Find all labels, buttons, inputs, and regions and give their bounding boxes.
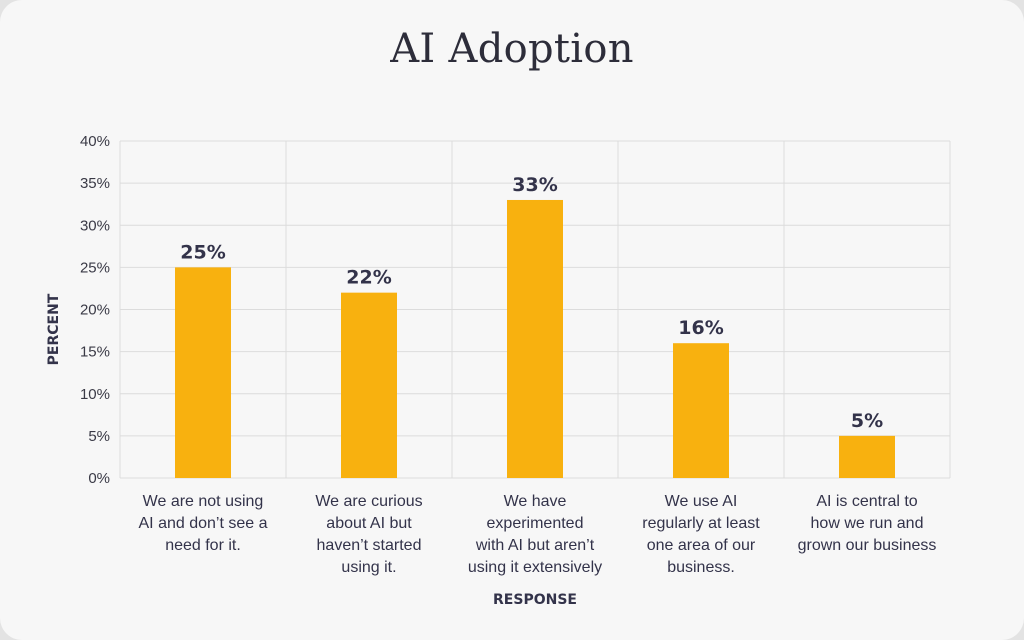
- data-label: 33%: [512, 174, 557, 196]
- x-tick-label: using it extensively: [468, 559, 602, 576]
- y-tick-label: 35%: [80, 175, 110, 192]
- y-tick-label: 30%: [80, 217, 110, 234]
- x-tick-label: about AI but: [326, 515, 412, 532]
- bar: [839, 435, 895, 478]
- y-tick-label: 0%: [88, 470, 110, 487]
- x-tick-label: how we run and: [811, 515, 924, 532]
- bar: [673, 343, 729, 478]
- x-tick-label: haven’t started: [317, 537, 422, 554]
- x-tick-label: We are not using: [143, 493, 264, 510]
- x-tick-label: grown our business: [798, 537, 937, 554]
- y-tick-label: 15%: [80, 344, 110, 361]
- x-tick-label: experimented: [487, 515, 584, 532]
- y-tick-label: 10%: [80, 386, 110, 403]
- y-tick-label: 25%: [80, 259, 110, 276]
- x-tick-label: using it.: [341, 559, 396, 576]
- data-label: 16%: [678, 317, 723, 339]
- x-tick-label: need for it.: [165, 537, 241, 554]
- bar: [175, 267, 231, 478]
- data-label: 5%: [851, 410, 883, 432]
- data-label: 22%: [346, 267, 391, 289]
- x-tick-label: AI is central to: [816, 493, 917, 510]
- x-tick-label: regularly at least: [642, 515, 760, 532]
- y-tick-label: 20%: [80, 302, 110, 319]
- bar: [341, 292, 397, 478]
- data-label: 25%: [180, 241, 225, 263]
- x-tick-label: AI and don’t see a: [139, 515, 268, 532]
- y-tick-label: 5%: [88, 428, 110, 445]
- x-axis-title: RESPONSE: [493, 592, 577, 608]
- x-tick-label: one area of our: [647, 537, 756, 554]
- y-axis-title: PERCENT: [46, 293, 62, 365]
- y-tick-label: 40%: [80, 133, 110, 150]
- chart-title: AI Adoption: [390, 26, 634, 72]
- x-tick-label: We use AI: [665, 493, 738, 510]
- x-tick-label: We are curious: [315, 493, 422, 510]
- x-tick-label: with AI but aren’t: [475, 537, 595, 554]
- x-tick-label: We have: [504, 493, 567, 510]
- bar: [507, 199, 563, 478]
- x-tick-label: business.: [667, 559, 735, 576]
